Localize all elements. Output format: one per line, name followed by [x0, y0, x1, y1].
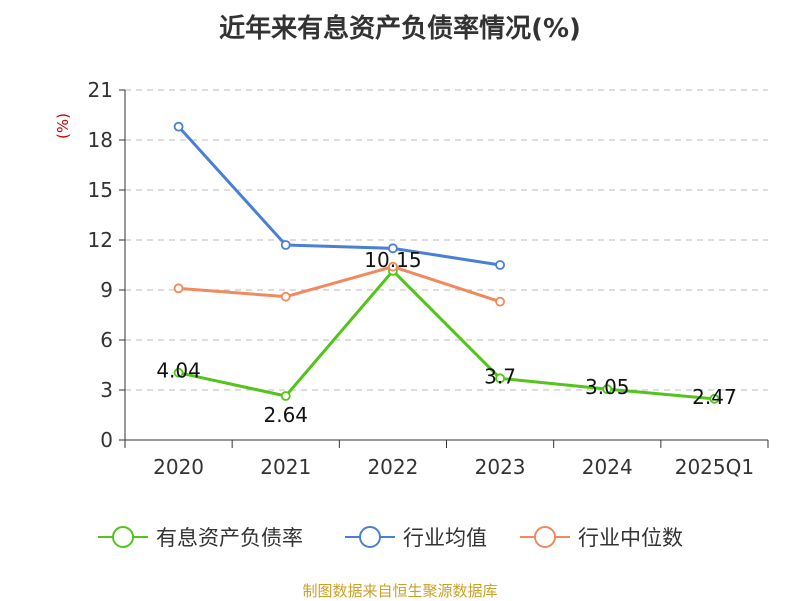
data-label: 2.47	[692, 385, 737, 409]
y-tick-label: 0	[100, 428, 113, 452]
series-line	[178, 269, 715, 401]
legend-marker	[112, 526, 134, 548]
data-point	[280, 291, 291, 302]
series-line	[178, 265, 501, 304]
source-note: 制图数据来自恒生聚源数据库	[302, 582, 498, 600]
data-label: 3.05	[585, 375, 630, 399]
grid-lines	[125, 89, 768, 391]
y-tick-label: 12	[88, 228, 113, 252]
legend: 有息资产负债率 行业均值 行业中位数	[98, 526, 683, 550]
data-point	[173, 283, 184, 294]
series-line	[177, 125, 501, 267]
data-point	[602, 384, 613, 395]
data-point	[495, 296, 505, 307]
x-tick-label: 2021	[260, 455, 311, 479]
x-tick-label: 2023	[475, 455, 526, 479]
data-label: 4.04	[156, 359, 201, 383]
y-tick-label: 3	[100, 378, 113, 402]
chart-title: 近年来有息资产负债率情况(%)	[219, 14, 581, 44]
x-tick-label: 2024	[582, 455, 633, 479]
data-point	[495, 260, 505, 270]
legend-marker	[534, 526, 556, 548]
x-tick-label: 2025Q1	[675, 455, 754, 479]
data-point	[173, 367, 184, 378]
axes: 0 3 6 9 12 15 18 21 (%) 2020 2021 2022 2023 2024 2025Q…	[54, 78, 769, 479]
legend-label: 行业中位数	[578, 526, 683, 550]
data-label: 3.7	[484, 364, 516, 388]
data-point	[280, 391, 291, 401]
data-point	[495, 373, 505, 384]
data-point	[709, 393, 720, 404]
data-labels: 4.04 2.64 10.15 3.7 3.05 2.47	[156, 248, 736, 427]
y-tick-label: 9	[100, 278, 113, 302]
data-point	[173, 121, 184, 132]
legend-label: 行业均值	[403, 526, 487, 550]
y-tick-label: 21	[88, 78, 113, 102]
y-tick-label: 18	[88, 128, 113, 152]
legend-marker	[359, 526, 381, 548]
data-point	[388, 261, 398, 272]
data-point	[388, 243, 398, 254]
y-axis-label: (%)	[54, 113, 72, 139]
series-layer	[173, 121, 720, 404]
data-point	[280, 240, 291, 250]
y-tick-label: 6	[100, 328, 113, 352]
legend-label: 有息资产负债率	[156, 526, 303, 550]
x-tick-label: 2022	[367, 455, 418, 479]
data-label: 10.15	[364, 248, 421, 272]
data-label: 2.64	[263, 403, 308, 427]
y-tick-label: 15	[88, 178, 113, 202]
x-tick-label: 2020	[153, 455, 204, 479]
